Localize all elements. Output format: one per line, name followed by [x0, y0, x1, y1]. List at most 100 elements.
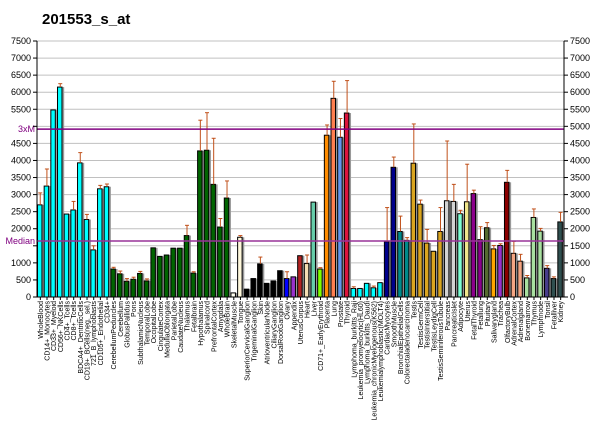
category-label: Pons — [131, 301, 138, 317]
category-label: Prostate — [338, 301, 345, 327]
bar — [243, 288, 250, 298]
category-label: Ovary — [285, 301, 292, 320]
category-label: Pancreas — [445, 301, 452, 331]
y-tick-label-left: 7500 — [11, 36, 31, 46]
y-tick-label-left: 500 — [16, 275, 31, 285]
bar — [503, 181, 510, 298]
category-label: CingulateCortex — [158, 301, 165, 352]
category-label: AtrioventricularNode — [265, 301, 272, 365]
bar — [283, 278, 290, 298]
bar — [363, 282, 370, 298]
category-label: Bonemarrow — [525, 300, 532, 341]
bar — [237, 236, 243, 298]
category-label: TrigeminalGanglion — [251, 301, 258, 362]
bar — [403, 239, 410, 298]
bar — [37, 204, 43, 298]
y-tick-label-left: 3500 — [11, 173, 31, 183]
bar — [83, 219, 90, 298]
category-label: Fetalliver — [551, 300, 558, 329]
bar — [317, 268, 323, 298]
category-label: PancreaticIslet — [451, 301, 458, 347]
bar — [297, 255, 303, 298]
category-label: TestisLeydigCell — [431, 301, 438, 352]
bar — [517, 260, 523, 298]
category-label: BronchialEpithelialCells — [398, 301, 405, 375]
y-tick-label-right: 5500 — [570, 104, 590, 114]
category-label: OlfactoryBulb — [505, 301, 512, 343]
category-label: PrefrontalCortex — [211, 301, 218, 352]
bar — [423, 242, 430, 298]
category-label: Uterus — [465, 301, 472, 322]
bar — [357, 287, 363, 298]
bar — [97, 188, 103, 298]
y-tick-label-left: 3000 — [11, 190, 31, 200]
bar — [303, 263, 310, 298]
bar — [130, 278, 136, 298]
category-label: CD19+_BCells(neg._sel.) — [85, 301, 92, 380]
category-label: CD34+ — [105, 301, 112, 323]
bar — [50, 109, 56, 298]
category-label: Amygdala — [218, 301, 225, 332]
category-label: Appendix — [291, 301, 298, 331]
chart-title: 201553_s_at — [42, 11, 130, 28]
category-label: Thalamus — [185, 301, 192, 332]
bar — [257, 263, 263, 298]
category-label: Cerebellum — [118, 301, 125, 337]
bar — [117, 273, 123, 298]
y-tick-label-left: 5500 — [11, 104, 31, 114]
y-tick-label-right: 1000 — [570, 258, 590, 268]
category-label: Lymphnode — [538, 301, 545, 337]
category-label: GlobusPallidus — [125, 301, 132, 348]
bar — [523, 277, 530, 298]
category-label: SmoothMuscle — [391, 301, 398, 347]
category-label: Leukemia_chronicMyelogenous(K562) — [371, 301, 378, 420]
category-label: TestisSeminiferousTubule — [438, 301, 445, 381]
category-label: CiliaryGanglion — [271, 301, 278, 349]
bar — [483, 227, 490, 298]
category-label: CD14+_Monocytes — [45, 301, 52, 361]
bar — [530, 216, 537, 298]
bar — [430, 250, 437, 298]
y-tick-label-right: 6500 — [570, 70, 590, 80]
bar — [463, 201, 470, 298]
category-label: Leukemialymphoblastic(MOLT4) — [378, 301, 385, 401]
y-tick-label-right: 6000 — [570, 87, 590, 97]
y-tick-label-right: 7500 — [570, 36, 590, 46]
category-label: Pituitary — [485, 301, 492, 327]
category-label: Placenta — [325, 301, 332, 328]
bar — [143, 280, 150, 298]
category-label: TestisGermCell — [418, 301, 425, 349]
category-label: Kidney — [558, 301, 565, 323]
bars — [37, 80, 565, 298]
category-label: Tonsil — [545, 301, 552, 319]
bar — [177, 247, 183, 298]
y-tick-label-right: 5000 — [570, 121, 590, 131]
bar — [450, 200, 457, 298]
category-label: CD8+_Tcells — [71, 301, 78, 341]
y-tick-label-left: 6500 — [11, 70, 31, 80]
bar — [543, 267, 550, 298]
category-label: TemporalLobe — [145, 301, 152, 345]
bar — [203, 149, 210, 298]
bar — [217, 226, 223, 298]
category-label: Liver — [311, 300, 318, 316]
category-label: CD56+_NKCells — [58, 301, 65, 353]
category-label: CardiacMyocytes — [385, 301, 392, 355]
bar — [223, 197, 230, 298]
category-label: Testis — [411, 301, 418, 319]
category-label: Lymphoma_burkitts_Daudi — [365, 301, 372, 384]
bar — [550, 278, 557, 298]
category-label: Colorectaladenocarcinoma — [405, 301, 412, 384]
y-tick-label-right: 3500 — [570, 173, 590, 183]
category-label: SubthalamicNucleus — [138, 301, 145, 365]
y-tick-label-right: 0 — [570, 292, 575, 302]
y-tick-label-right: 3000 — [570, 190, 590, 200]
bar — [157, 255, 163, 298]
bar — [103, 186, 110, 298]
category-label: 721_B_lymphoblasts — [91, 301, 98, 366]
bar — [490, 248, 497, 298]
category-label: Fetalbrain — [191, 301, 198, 332]
category-label: BDCA4+_DentriticCells — [78, 301, 85, 374]
bar — [390, 166, 397, 298]
bar — [377, 282, 383, 298]
